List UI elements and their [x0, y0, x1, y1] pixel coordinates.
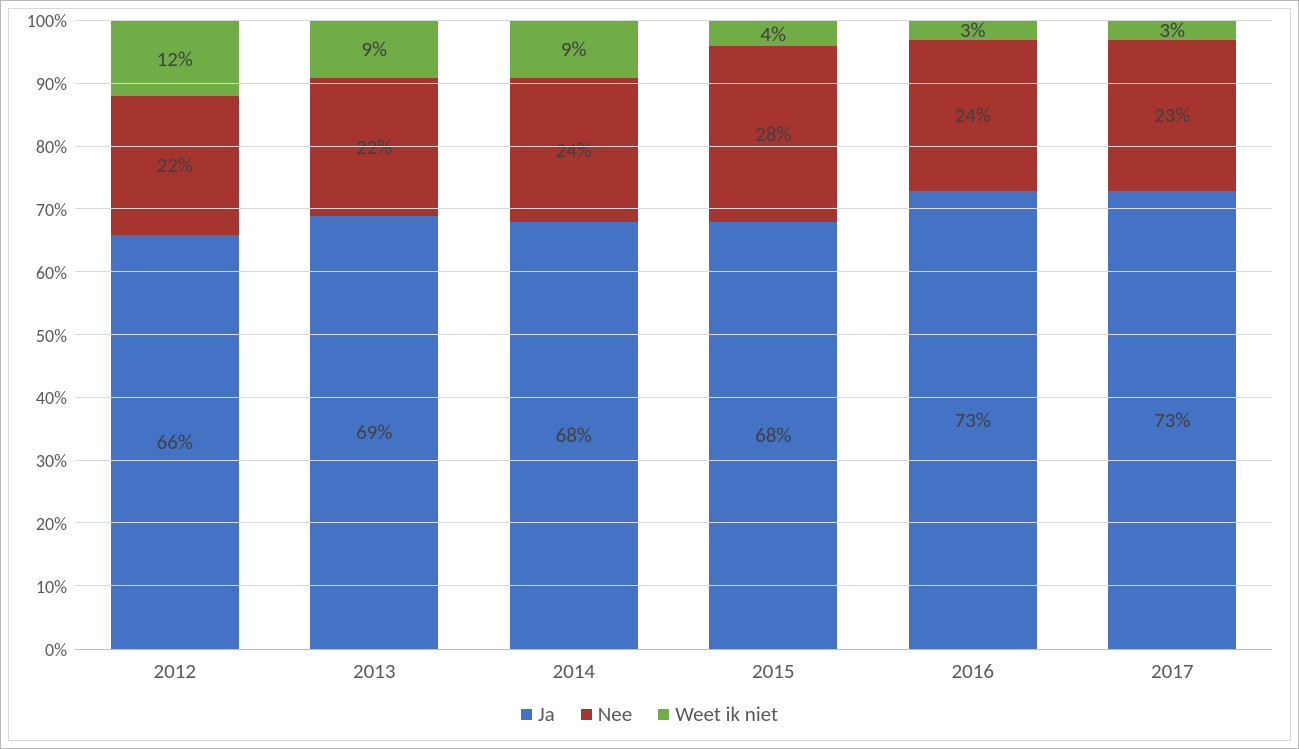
y-tick-label: 60% — [36, 262, 67, 284]
x-tick-label: 2016 — [873, 650, 1073, 694]
gridline — [75, 271, 1272, 272]
y-tick-label: 90% — [36, 73, 67, 95]
chart-inner-frame: 0%10%20%30%40%50%60%70%80%90%100% 12%22%… — [8, 8, 1291, 741]
bar-slot: 12%22%66% — [75, 21, 275, 649]
bar-slot: 9%22%69% — [275, 21, 475, 649]
bar-segment: 3% — [909, 21, 1037, 40]
gridline — [75, 208, 1272, 209]
gridline — [75, 460, 1272, 461]
plot-row: 0%10%20%30%40%50%60%70%80%90%100% 12%22%… — [9, 9, 1290, 650]
legend-swatch — [581, 709, 592, 720]
stacked-bar: 3%23%73% — [1108, 21, 1236, 649]
bar-segment: 66% — [111, 235, 239, 649]
x-tick-label: 2017 — [1073, 650, 1273, 694]
y-tick-label: 40% — [36, 387, 67, 409]
stacked-bar: 4%28%68% — [709, 21, 837, 649]
x-axis: 201220132014201520162017 — [9, 650, 1290, 694]
bar-segment: 22% — [111, 96, 239, 234]
gridline — [75, 585, 1272, 586]
bar-segment: 28% — [709, 46, 837, 222]
bar-segment: 73% — [1108, 191, 1236, 649]
bar-segment: 24% — [909, 40, 1037, 191]
gridline — [75, 83, 1272, 84]
bars-container: 12%22%66%9%22%69%9%24%68%4%28%68%3%24%73… — [75, 21, 1272, 649]
bar-slot: 3%24%73% — [873, 21, 1073, 649]
bar-segment: 69% — [310, 216, 438, 649]
y-tick-label: 80% — [36, 136, 67, 158]
bar-segment: 9% — [310, 21, 438, 78]
legend: Ja Nee Weet ik niet — [9, 694, 1290, 740]
x-tick-label: 2012 — [75, 650, 275, 694]
y-tick-label: 0% — [45, 639, 67, 661]
plot-area: 12%22%66%9%22%69%9%24%68%4%28%68%3%24%73… — [75, 21, 1272, 650]
stacked-bar: 9%22%69% — [310, 21, 438, 649]
stacked-bar: 3%24%73% — [909, 21, 1037, 649]
bar-segment: 22% — [310, 78, 438, 216]
legend-label: Weet ik niet — [675, 701, 778, 727]
y-tick-label: 100% — [27, 10, 67, 32]
legend-item: Ja — [521, 701, 555, 727]
bar-segment: 3% — [1108, 21, 1236, 40]
legend-swatch — [658, 709, 669, 720]
bar-slot: 4%28%68% — [674, 21, 874, 649]
chart-outer-frame: 0%10%20%30%40%50%60%70%80%90%100% 12%22%… — [0, 0, 1299, 749]
x-tick-label: 2015 — [674, 650, 874, 694]
gridline — [75, 397, 1272, 398]
bar-segment: 4% — [709, 21, 837, 46]
bar-slot: 3%23%73% — [1073, 21, 1273, 649]
stacked-bar: 12%22%66% — [111, 21, 239, 649]
gridline — [75, 146, 1272, 147]
legend-swatch — [521, 709, 532, 720]
legend-label: Ja — [538, 701, 555, 727]
y-tick-label: 70% — [36, 199, 67, 221]
x-tick-label: 2014 — [474, 650, 674, 694]
y-tick-label: 50% — [36, 325, 67, 347]
legend-item: Nee — [581, 701, 632, 727]
legend-label: Nee — [598, 701, 632, 727]
stacked-bar: 9%24%68% — [510, 21, 638, 649]
gridline — [75, 334, 1272, 335]
gridline — [75, 20, 1272, 21]
y-tick-label: 10% — [36, 576, 67, 598]
gridline — [75, 522, 1272, 523]
bar-slot: 9%24%68% — [474, 21, 674, 649]
y-tick-label: 20% — [36, 513, 67, 535]
x-tick-label: 2013 — [275, 650, 475, 694]
bar-segment: 9% — [510, 21, 638, 78]
bar-segment: 12% — [111, 21, 239, 96]
bar-segment: 73% — [909, 191, 1037, 649]
bar-segment: 23% — [1108, 40, 1236, 191]
y-axis: 0%10%20%30%40%50%60%70%80%90%100% — [9, 21, 75, 650]
bar-segment: 24% — [510, 78, 638, 222]
y-tick-label: 30% — [36, 450, 67, 472]
legend-item: Weet ik niet — [658, 701, 778, 727]
